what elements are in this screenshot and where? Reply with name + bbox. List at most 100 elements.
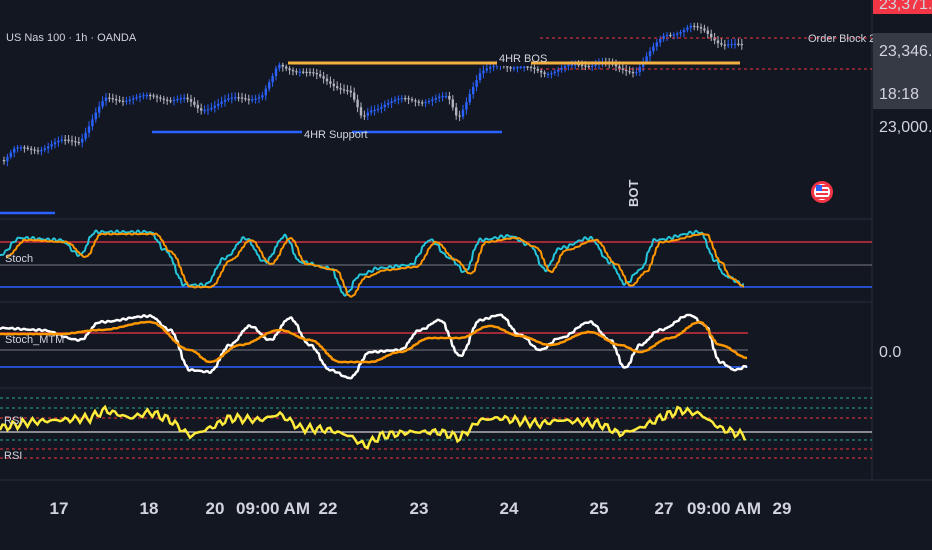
candle-body	[370, 110, 373, 113]
candle-body	[461, 109, 465, 117]
candle-body	[625, 69, 628, 72]
candle-body	[319, 74, 322, 77]
candle-body	[74, 141, 77, 143]
candle-body	[563, 66, 567, 68]
candle-body	[281, 64, 284, 67]
candle-body	[104, 97, 108, 102]
candle-body	[285, 66, 288, 69]
candle-body	[638, 66, 641, 72]
candle-body	[706, 30, 709, 34]
x-tick: 18	[140, 499, 159, 518]
current-price-label: 23,346.4	[879, 43, 932, 60]
candle-body	[567, 64, 570, 67]
candle-body	[417, 101, 420, 103]
stoch-pane-label: Stoch	[5, 253, 33, 265]
candle-body	[526, 66, 529, 68]
candlestick-series	[2, 22, 743, 167]
candle-body	[410, 99, 414, 101]
candle-body	[176, 99, 179, 101]
candle-body	[84, 132, 87, 139]
candle-body	[393, 99, 397, 102]
rsi-pane-label-2: RSI	[4, 450, 22, 462]
candle-body	[485, 68, 488, 71]
bot-label: BOT	[626, 180, 641, 208]
candle-body	[455, 107, 458, 116]
candle-body	[478, 73, 482, 81]
candle-body	[387, 103, 390, 105]
candle-body	[312, 72, 315, 74]
top-price-label: 23,371.0	[879, 0, 932, 13]
candle-body	[553, 71, 556, 74]
bos-label: 4HR BOS	[499, 53, 547, 65]
us-flag-icon[interactable]	[811, 181, 833, 203]
candle-body	[645, 56, 648, 62]
candle-body	[353, 92, 356, 100]
candle-body	[251, 99, 254, 101]
candle-body	[322, 76, 325, 79]
candle-body	[223, 99, 227, 102]
x-tick: 25	[590, 499, 609, 518]
candle-body	[570, 64, 573, 66]
candle-body	[421, 102, 424, 104]
candle-body	[693, 25, 696, 28]
candle-body	[210, 107, 213, 110]
candle-body	[108, 97, 111, 99]
candle-body	[169, 100, 172, 102]
candle-body	[533, 67, 536, 69]
candle-body	[315, 72, 318, 75]
candle-body	[621, 68, 624, 70]
candle-body	[727, 44, 730, 46]
bos-label-bg	[497, 51, 531, 66]
candle-body	[489, 67, 492, 69]
candle-body	[247, 99, 250, 101]
candle-body	[217, 103, 220, 106]
candle-body	[244, 98, 247, 100]
candle-body	[33, 149, 36, 151]
candle-body	[560, 67, 563, 70]
candle-body	[2, 160, 6, 162]
candle-body	[172, 99, 176, 102]
candle-body	[356, 99, 359, 108]
candle-body	[257, 97, 261, 99]
rsi-pane-label: RSI	[4, 415, 22, 427]
time-axis[interactable]: 17 18 20 09:00 AM 22 23 24 25 27 09:00 A…	[50, 499, 792, 518]
candle-body	[383, 104, 386, 108]
candle-body	[138, 95, 142, 98]
candle-body	[278, 64, 281, 69]
candle-body	[332, 83, 335, 87]
candle-body	[434, 98, 437, 100]
candle-body	[696, 26, 699, 28]
candle-body	[587, 65, 590, 68]
candle-body	[652, 46, 655, 52]
candle-body	[98, 106, 101, 113]
x-tick: 23	[410, 499, 429, 518]
candle-body	[444, 96, 448, 98]
candle-body	[676, 33, 679, 35]
candle-body	[227, 98, 230, 100]
candle-body	[274, 68, 278, 77]
candle-body	[662, 35, 665, 39]
candle-body	[128, 99, 131, 101]
candle-body	[397, 98, 400, 100]
order-block-label: Order Block 2HR	[808, 33, 891, 45]
candle-body	[506, 66, 509, 68]
candle-body	[346, 90, 349, 92]
candle-body	[628, 71, 631, 73]
mtm-pane-label: Stoch_MTM	[5, 334, 64, 346]
candle-body	[149, 94, 152, 97]
candle-body	[618, 66, 621, 69]
candle-body	[723, 44, 726, 46]
candle-body	[407, 98, 410, 100]
candle-body	[635, 71, 638, 74]
candle-body	[118, 100, 121, 102]
candle-body	[115, 99, 118, 101]
candle-body	[366, 112, 369, 116]
candle-body	[594, 64, 597, 66]
candle-body	[19, 147, 23, 149]
candle-body	[404, 98, 407, 100]
candle-body	[529, 66, 533, 68]
candle-body	[125, 100, 128, 102]
candle-body	[57, 140, 60, 143]
candle-body	[655, 42, 658, 47]
